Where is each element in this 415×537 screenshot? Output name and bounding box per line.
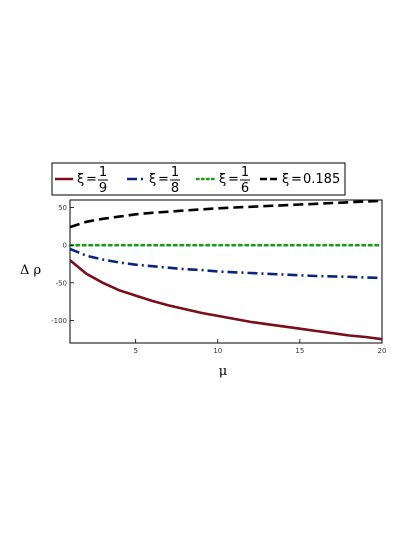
y-tick-label: -100 (51, 317, 67, 325)
legend: ξ = 19ξ = 18ξ = 16ξ = 0.185 (51, 162, 346, 196)
series-line-2 (69, 247, 383, 280)
series-line-1 (69, 259, 383, 341)
legend-fraction-numerator: 1 (99, 165, 107, 180)
legend-value: 0.185 (303, 172, 340, 187)
legend-equals: = (228, 172, 239, 187)
x-axis-label: μ (219, 364, 227, 379)
legend-entry-1: ξ = 19 (55, 165, 108, 196)
legend-fraction-denominator: 8 (171, 181, 179, 196)
series-group (68, 199, 384, 341)
legend-entry-2: ξ = 18 (127, 165, 180, 196)
legend-symbol: ξ (219, 172, 226, 187)
y-tick-label: 0 (63, 242, 67, 250)
x-tick-label: 10 (213, 347, 222, 355)
x-tick-label: 5 (133, 347, 137, 355)
legend-symbol: ξ (149, 172, 156, 187)
y-tick-label: 50 (58, 204, 67, 212)
legend-fraction-numerator: 1 (241, 165, 249, 180)
legend-symbol: ξ (77, 172, 84, 187)
legend-symbol: ξ (282, 172, 289, 187)
y-axis: 50 0 -50 -100 (51, 204, 74, 325)
x-tick-label: 15 (295, 347, 304, 355)
legend-entry-4: ξ = 0.185 (260, 172, 340, 187)
series-line-4 (69, 199, 383, 229)
x-axis: 5 10 15 20 (133, 339, 386, 355)
legend-fraction-numerator: 1 (171, 165, 179, 180)
legend-fraction-denominator: 6 (241, 181, 249, 196)
legend-equals: = (158, 172, 169, 187)
legend-equals: = (86, 172, 97, 187)
plot-frame (69, 199, 383, 344)
legend-entry-3: ξ = 16 (195, 165, 250, 196)
legend-fraction-denominator: 9 (99, 181, 107, 196)
legend-equals: = (291, 172, 302, 187)
y-axis-label: Δ ρ (20, 263, 41, 278)
x-tick-label: 20 (378, 347, 387, 355)
y-tick-label: -50 (56, 279, 67, 287)
